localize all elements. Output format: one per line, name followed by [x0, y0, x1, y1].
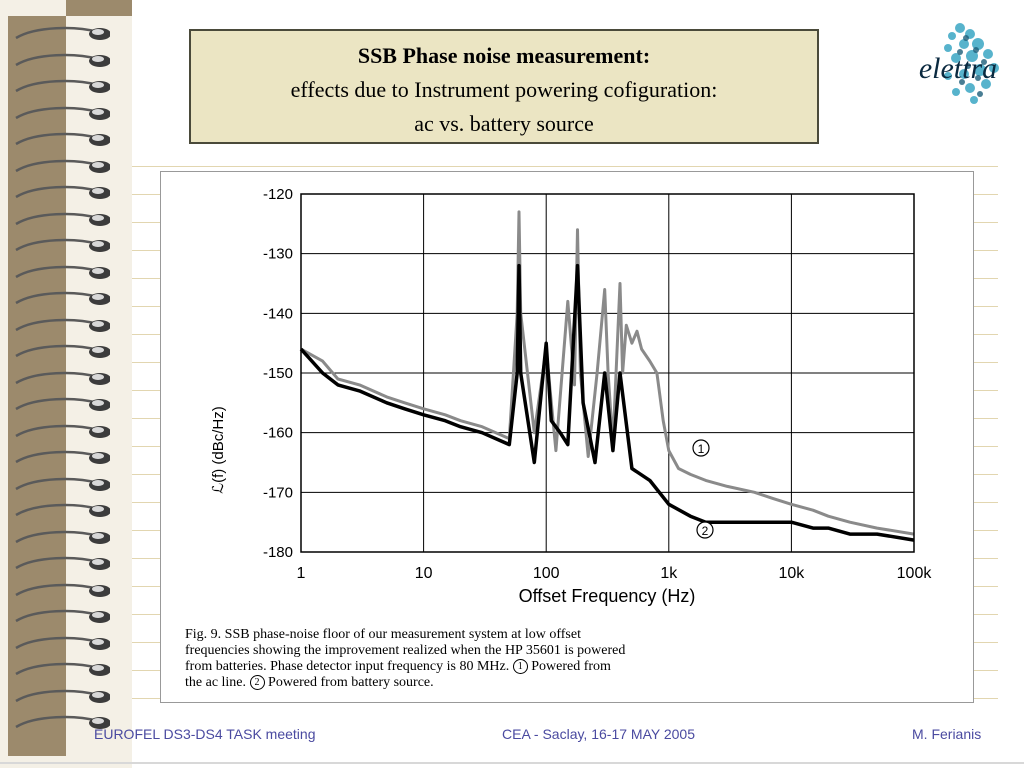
spiral-ring: [6, 263, 111, 285]
series-marker-2-label: 2: [702, 524, 709, 538]
spiral-ring: [6, 422, 111, 444]
spiral-ring: [6, 660, 111, 682]
caption-line-1: Fig. 9. SSB phase-noise floor of our mea…: [185, 627, 581, 642]
footer-center: CEA - Saclay, 16-17 MAY 2005: [502, 726, 695, 742]
logo-graphic: [944, 23, 999, 104]
spiral-ring: [6, 448, 111, 470]
series-marker-1: 1: [692, 439, 710, 457]
spiral-ring: [6, 289, 111, 311]
spiral-ring: [6, 77, 111, 99]
spiral-ring: [6, 130, 111, 152]
caption-line-4a: the ac line.: [185, 675, 247, 690]
caption-line-2: frequencies showing the improvement real…: [185, 643, 626, 658]
binder-edge: [0, 0, 132, 768]
spiral-ring: [6, 369, 111, 391]
x-tick-label: 10: [415, 565, 433, 582]
binder-strip: [8, 16, 66, 756]
figure-caption: Fig. 9. SSB phase-noise floor of our mea…: [185, 627, 949, 691]
spiral-ring: [6, 157, 111, 179]
spiral-ring: [6, 475, 111, 497]
spiral-ring: [6, 210, 111, 232]
slide-subtitle-line2: ac vs. battery source: [414, 111, 594, 136]
x-tick-label: 10k: [779, 565, 806, 582]
spiral-ring: [6, 236, 111, 258]
caption-marker-1: 1: [512, 659, 528, 675]
caption-line-3a: from batteries. Phase detector input fre…: [185, 659, 510, 674]
y-axis-label: ℒ(f) (dBc/Hz): [210, 406, 227, 493]
x-tick-label: 1k: [660, 565, 678, 582]
x-axis-label: Offset Frequency (Hz): [519, 586, 696, 606]
spiral-ring: [6, 713, 111, 735]
spiral-ring: [6, 395, 111, 417]
chart-series: [299, 210, 915, 542]
slide-title: SSB Phase noise measurement:: [357, 43, 651, 68]
caption-marker-2: 2: [249, 675, 265, 691]
caption-line-4b: Powered from battery source.: [268, 675, 434, 690]
footer-right: M. Ferianis: [912, 726, 982, 742]
chart-tick-labels: 1 10 100 1k 10k 100k -120 -130 -140 -150 -160 -170 -…: [263, 186, 932, 582]
x-tick-label: 100k: [897, 565, 933, 582]
series-line-1: [300, 210, 915, 536]
y-tick-label: -170: [263, 484, 293, 501]
slide-subtitle-line1: effects due to Instrument powering cofig…: [290, 77, 718, 102]
spiral-ring: [6, 581, 111, 603]
spiral-ring: [6, 554, 111, 576]
spiral-ring: [6, 24, 111, 46]
phase-noise-chart: 1 10 100 1k 10k 100k -120 -130 -140 -150 -160 -170 -…: [210, 186, 932, 606]
x-tick-label: 100: [533, 565, 560, 582]
caption-line-3: from batteries. Phase detector input fre…: [185, 659, 949, 675]
spiral-ring: [6, 342, 111, 364]
footer-left: EUROFEL DS3-DS4 TASK meeting: [94, 726, 316, 742]
spiral-ring: [6, 607, 111, 629]
figure-panel: 1 10 100 1k 10k 100k -120 -130 -140 -150 -160 -170 -…: [160, 171, 974, 703]
series-marker-2: 2: [696, 521, 714, 539]
y-tick-label: -130: [263, 246, 293, 263]
chart-axes: [300, 193, 915, 553]
plot-frame: [300, 193, 915, 553]
y-tick-label: -180: [263, 544, 293, 561]
footer-divider: [0, 762, 1024, 764]
series-line-2: [299, 263, 915, 542]
caption-line-4: the ac line. 2 Powered from battery sour…: [185, 675, 949, 691]
spiral-ring: [6, 634, 111, 656]
y-tick-label: -160: [263, 425, 293, 442]
slide-title-box: SSB Phase noise measurement: effects due…: [189, 29, 819, 144]
caption-line-3b: Powered from: [531, 659, 611, 674]
x-tick-label: 1: [297, 565, 306, 582]
spiral-ring: [6, 104, 111, 126]
series-marker-1-label: 1: [698, 442, 705, 456]
rule-line: [132, 166, 998, 167]
y-tick-label: -120: [263, 186, 293, 203]
spiral-ring: [6, 183, 111, 205]
elettra-logo: elettra: [908, 16, 1008, 108]
spiral-ring: [6, 528, 111, 550]
spiral-ring: [6, 316, 111, 338]
spiral-ring: [6, 501, 111, 523]
binder-top: [66, 0, 132, 16]
spiral-ring: [6, 51, 111, 73]
spiral-ring: [6, 687, 111, 709]
y-tick-label: -150: [263, 365, 293, 382]
logo-text: elettra: [918, 52, 998, 85]
y-tick-label: -140: [263, 305, 293, 322]
